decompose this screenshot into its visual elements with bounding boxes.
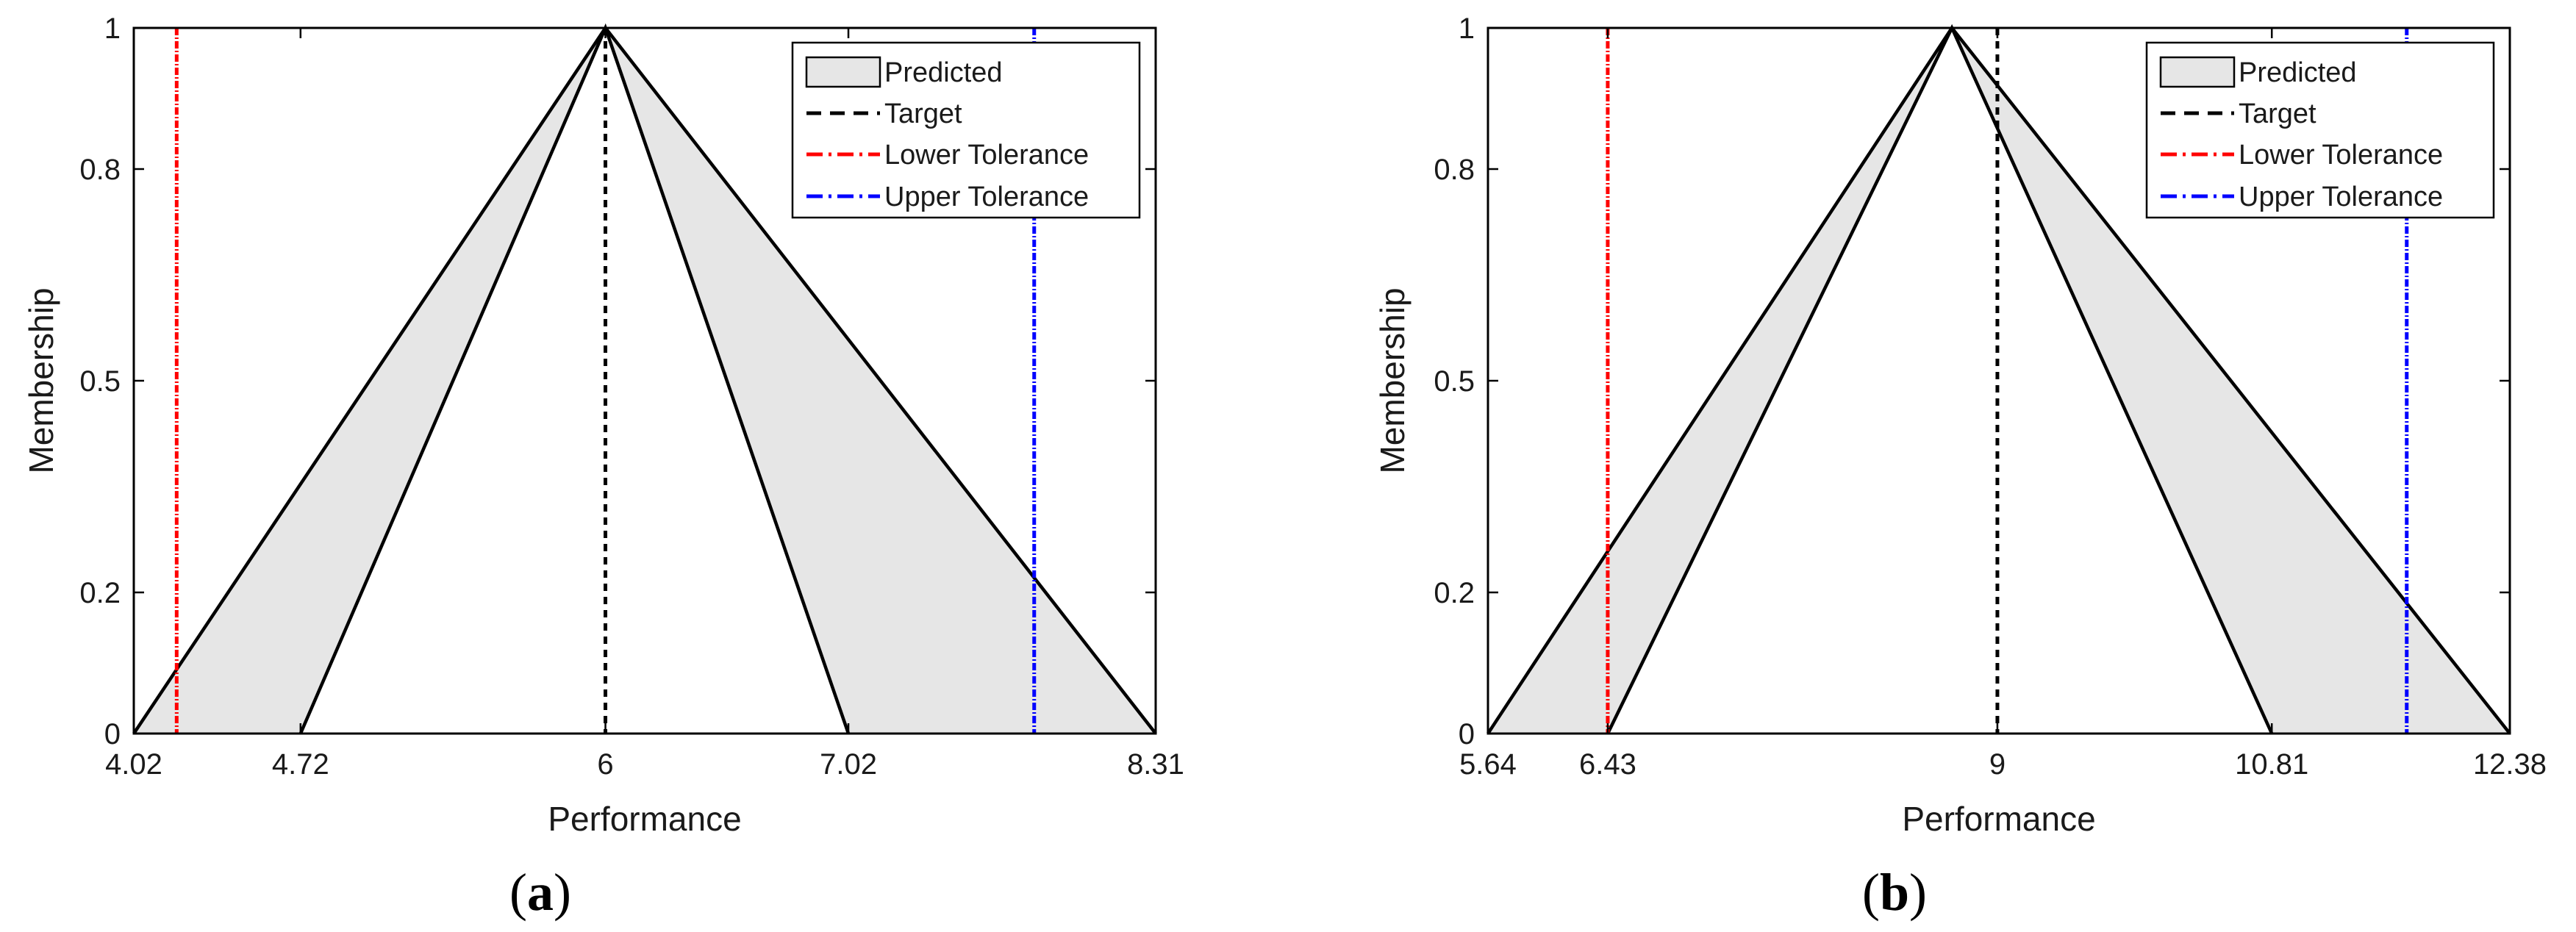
legend-label-upper-tolerance: Upper Tolerance bbox=[2239, 182, 2443, 212]
x-tick-label: 6.43 bbox=[1579, 748, 1636, 781]
chart-marks bbox=[1486, 24, 2511, 735]
x-tick-label: 12.38 bbox=[2473, 748, 2547, 781]
x-tick-label: 4.02 bbox=[105, 748, 162, 781]
chart-panel-b: 5.64 6.43 9 10.81 12.38 0 0.2 0.5 0.8 1 Predicted… bbox=[1373, 12, 2547, 922]
legend-label-target: Target bbox=[884, 98, 962, 129]
legend-swatch-predicted bbox=[805, 56, 881, 88]
y-tick-label: 0.5 bbox=[1434, 365, 1475, 398]
legend-label-lower-tolerance: Lower Tolerance bbox=[884, 140, 1089, 171]
x-tick-label: 7.02 bbox=[820, 748, 877, 781]
y-axis-label: Membership bbox=[1373, 287, 1412, 473]
y-axis-label: Membership bbox=[22, 287, 60, 473]
x-tick-label: 10.81 bbox=[2235, 748, 2308, 781]
x-axis-label: Performance bbox=[548, 800, 741, 838]
axis-ticks: 4.02 4.72 6 7.02 8.31 0 0.2 0.5 0.8 1 bbox=[79, 12, 1184, 781]
legend-label-lower-tolerance: Lower Tolerance bbox=[2239, 140, 2443, 171]
legend-label-target: Target bbox=[2239, 98, 2316, 129]
legend-swatch-predicted bbox=[2159, 56, 2236, 88]
axis-ticks: 5.64 6.43 9 10.81 12.38 0 0.2 0.5 0.8 1 bbox=[1434, 12, 2547, 781]
y-tick-label: 1 bbox=[104, 12, 121, 45]
y-tick-label: 1 bbox=[1459, 12, 1475, 45]
legend-label-upper-tolerance: Upper Tolerance bbox=[884, 182, 1089, 212]
y-tick-label: 0.8 bbox=[1434, 154, 1475, 186]
y-tick-label: 0 bbox=[104, 718, 121, 750]
y-tick-label: 0.5 bbox=[79, 365, 121, 398]
x-tick-label: 6 bbox=[597, 748, 613, 781]
x-axis-label: Performance bbox=[1902, 800, 2095, 838]
legend: Predicted Target Lower Tolerance Upper T… bbox=[2145, 41, 2495, 219]
x-tick-label: 4.72 bbox=[272, 748, 329, 781]
legend: Predicted Target Lower Tolerance Upper T… bbox=[791, 41, 1141, 219]
legend-label-predicted: Predicted bbox=[2239, 57, 2357, 88]
chart-panel-a: 4.02 4.72 6 7.02 8.31 0 0.2 0.5 0.8 1 Predicted T… bbox=[22, 12, 1184, 922]
y-tick-label: 0.2 bbox=[79, 577, 121, 609]
x-tick-label: 9 bbox=[1989, 748, 2006, 781]
panel-label: (b) bbox=[1862, 863, 1927, 922]
y-tick-label: 0.2 bbox=[1434, 577, 1475, 609]
legend-label-predicted: Predicted bbox=[884, 57, 1003, 88]
y-tick-label: 0.8 bbox=[79, 154, 121, 186]
x-tick-label: 8.31 bbox=[1127, 748, 1184, 781]
x-tick-label: 5.64 bbox=[1459, 748, 1517, 781]
y-tick-label: 0 bbox=[1459, 718, 1475, 750]
panel-label: (a) bbox=[509, 863, 571, 922]
